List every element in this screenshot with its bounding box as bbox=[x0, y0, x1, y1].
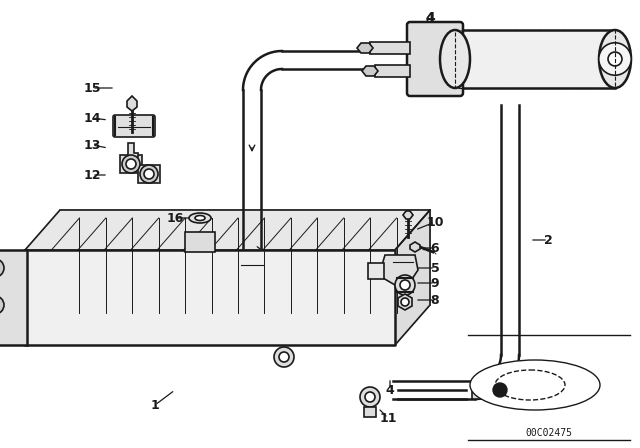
Text: 4: 4 bbox=[44, 303, 52, 316]
Circle shape bbox=[401, 298, 409, 306]
Polygon shape bbox=[128, 143, 138, 157]
Circle shape bbox=[608, 52, 622, 66]
Polygon shape bbox=[382, 255, 418, 285]
Bar bbox=[368, 263, 384, 279]
Polygon shape bbox=[25, 210, 430, 250]
Circle shape bbox=[0, 259, 4, 277]
Circle shape bbox=[365, 392, 375, 402]
Bar bbox=[138, 165, 160, 183]
Text: 12: 12 bbox=[83, 168, 100, 181]
Circle shape bbox=[144, 169, 154, 179]
Circle shape bbox=[599, 43, 631, 75]
Text: 10: 10 bbox=[426, 215, 444, 228]
Polygon shape bbox=[398, 294, 412, 310]
Text: 7: 7 bbox=[365, 266, 374, 279]
Ellipse shape bbox=[195, 215, 205, 220]
Polygon shape bbox=[362, 66, 378, 76]
Ellipse shape bbox=[599, 30, 631, 88]
Text: 15: 15 bbox=[83, 82, 100, 95]
Bar bbox=[0, 250, 27, 345]
Ellipse shape bbox=[440, 30, 470, 88]
Ellipse shape bbox=[189, 213, 211, 223]
Text: 16: 16 bbox=[166, 211, 184, 224]
FancyBboxPatch shape bbox=[407, 22, 463, 96]
Circle shape bbox=[360, 387, 380, 407]
Text: 6: 6 bbox=[431, 241, 439, 254]
Polygon shape bbox=[403, 211, 413, 219]
Text: 4: 4 bbox=[425, 11, 435, 25]
Circle shape bbox=[395, 275, 415, 295]
Text: 13: 13 bbox=[83, 138, 100, 151]
Text: 8: 8 bbox=[431, 293, 439, 306]
Text: 5: 5 bbox=[431, 262, 440, 275]
Text: 4: 4 bbox=[386, 383, 394, 396]
Text: 1: 1 bbox=[150, 399, 159, 412]
FancyBboxPatch shape bbox=[113, 115, 155, 137]
Circle shape bbox=[274, 347, 294, 367]
Bar bbox=[185, 232, 215, 252]
Text: 11: 11 bbox=[380, 412, 397, 425]
Circle shape bbox=[0, 296, 4, 314]
Ellipse shape bbox=[495, 370, 565, 400]
Circle shape bbox=[126, 159, 136, 169]
Polygon shape bbox=[395, 210, 430, 345]
Text: 9: 9 bbox=[431, 276, 439, 289]
Text: 14: 14 bbox=[83, 112, 100, 125]
Circle shape bbox=[279, 352, 289, 362]
Polygon shape bbox=[410, 242, 420, 252]
Polygon shape bbox=[25, 250, 395, 345]
Bar bbox=[241, 257, 263, 273]
Bar bbox=[455, 30, 615, 88]
Bar bbox=[455, 30, 615, 88]
Bar bbox=[370, 42, 410, 54]
Bar bbox=[364, 407, 376, 417]
Polygon shape bbox=[357, 43, 373, 53]
Circle shape bbox=[400, 280, 410, 290]
Circle shape bbox=[493, 383, 507, 397]
Bar bbox=[120, 155, 142, 173]
Polygon shape bbox=[127, 96, 137, 111]
Text: 2: 2 bbox=[543, 233, 552, 246]
Circle shape bbox=[140, 165, 158, 183]
Ellipse shape bbox=[470, 360, 600, 410]
Text: 3: 3 bbox=[264, 249, 272, 262]
Text: 4: 4 bbox=[426, 12, 435, 25]
Bar bbox=[472, 385, 496, 399]
Circle shape bbox=[122, 155, 140, 173]
Text: 00C02475: 00C02475 bbox=[525, 428, 573, 438]
Bar bbox=[375, 65, 410, 77]
